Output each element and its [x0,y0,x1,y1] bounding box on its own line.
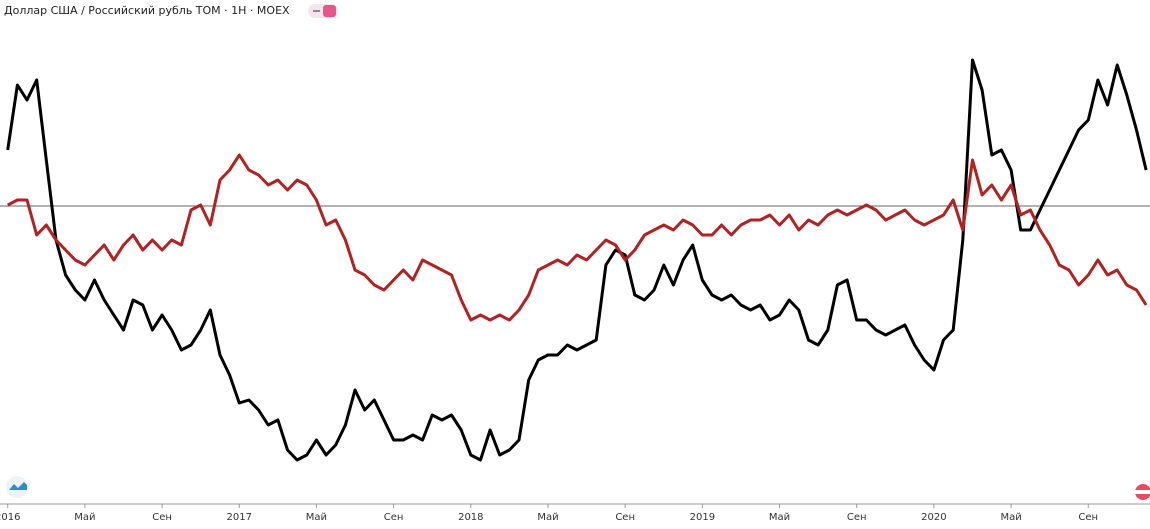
x-tick-label: 2017 [227,512,252,523]
x-tick-label: Сен [1078,512,1098,523]
series-line [7,153,1148,322]
x-tick-label: Сен [847,512,867,523]
flag-stripe [1135,490,1150,494]
x-tick-label: Май [306,512,327,523]
x-tick-label: 2018 [458,512,483,523]
x-tick-label: Сен [384,512,404,523]
x-tick-label: Сен [615,512,635,523]
x-tick-label: Май [74,512,95,523]
badge-icon [323,5,336,17]
series-line [6,58,1148,462]
x-tick-label: Сен [152,512,172,523]
x-tick-label: 2020 [921,512,946,523]
chart-title: Доллар США / Российский рубль TOM · 1H ·… [4,4,290,17]
x-tick-label: Май [537,512,558,523]
indicator-badge[interactable] [308,4,338,18]
x-tick-label: Май [769,512,790,523]
x-tick-label: Май [1000,512,1021,523]
x-tick-label: 2019 [690,512,715,523]
badge-icon [313,10,320,12]
logo-icon [9,482,27,490]
x-tick-label: 2016 [0,512,20,523]
